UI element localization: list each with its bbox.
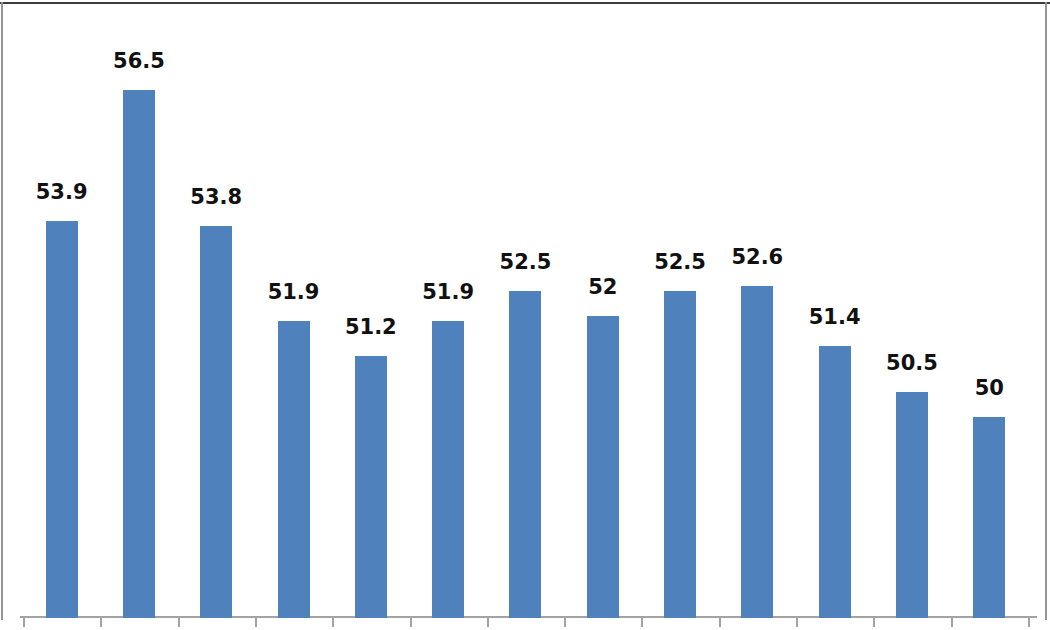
x-axis-tick bbox=[564, 618, 566, 627]
bar bbox=[819, 346, 851, 618]
bar-value-label: 52.5 bbox=[480, 249, 570, 275]
bar-value-label: 53.9 bbox=[17, 179, 107, 205]
x-axis-tick bbox=[641, 618, 643, 627]
bar-value-label: 56.5 bbox=[94, 48, 184, 74]
bar-value-label: 52.6 bbox=[712, 244, 802, 270]
x-axis-tick bbox=[487, 618, 489, 627]
bar bbox=[278, 321, 310, 618]
x-axis-tick bbox=[410, 618, 412, 627]
bar-chart: 53.956.553.851.951.251.952.55252.552.651… bbox=[0, 0, 1050, 630]
bar-value-label: 53.8 bbox=[171, 184, 261, 210]
bar bbox=[741, 286, 773, 618]
x-axis-tick bbox=[719, 618, 721, 627]
x-axis-tick bbox=[100, 618, 102, 627]
plot-area: 53.956.553.851.951.251.952.55252.552.651… bbox=[0, 0, 1050, 630]
x-axis-tick bbox=[951, 618, 953, 627]
x-axis-tick bbox=[1028, 618, 1030, 627]
bar bbox=[587, 316, 619, 618]
bar-value-label: 50.5 bbox=[867, 350, 957, 376]
bar bbox=[200, 226, 232, 618]
bar-value-label: 51.4 bbox=[790, 304, 880, 330]
bar bbox=[509, 291, 541, 618]
x-axis-tick bbox=[23, 618, 25, 627]
x-axis-tick bbox=[796, 618, 798, 627]
bar-value-label: 51.9 bbox=[249, 279, 339, 305]
bar-value-label: 51.2 bbox=[326, 314, 416, 340]
x-axis-tick bbox=[873, 618, 875, 627]
x-axis-tick bbox=[255, 618, 257, 627]
bar-value-label: 50 bbox=[944, 375, 1034, 401]
bar bbox=[355, 356, 387, 618]
bar bbox=[896, 392, 928, 618]
bar bbox=[123, 90, 155, 618]
bar bbox=[973, 417, 1005, 618]
x-axis-tick bbox=[332, 618, 334, 627]
bar bbox=[664, 291, 696, 618]
bar-value-label: 51.9 bbox=[403, 279, 493, 305]
x-axis-tick bbox=[178, 618, 180, 627]
bar bbox=[432, 321, 464, 618]
bar-value-label: 52 bbox=[558, 274, 648, 300]
bar bbox=[46, 221, 78, 618]
